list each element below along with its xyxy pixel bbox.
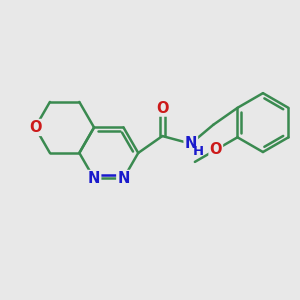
Text: O: O (156, 100, 169, 116)
Text: N: N (88, 171, 100, 186)
Text: O: O (29, 120, 41, 135)
Text: H: H (193, 146, 204, 158)
Text: O: O (209, 142, 222, 157)
Text: N: N (184, 136, 197, 151)
Text: N: N (117, 171, 130, 186)
